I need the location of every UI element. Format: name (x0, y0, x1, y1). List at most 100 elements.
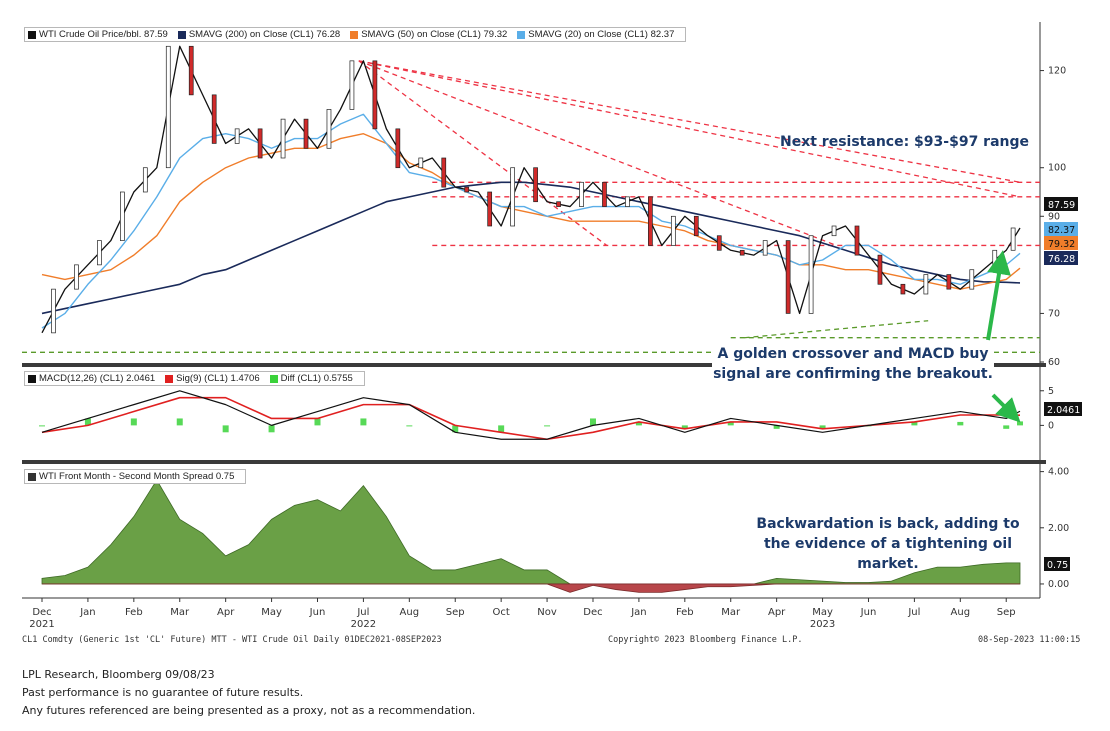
x-tick-label: Apr (217, 607, 235, 618)
price-candle (326, 109, 332, 149)
price-legend: WTI Crude Oil Price/bbl. 87.59 SMAVG (20… (24, 27, 687, 42)
spread-panel: 4.00 2.00 0.00 0.75 (41, 467, 1070, 593)
legend-swatch (28, 30, 36, 39)
footer-timestamp: 08-Sep-2023 11:00:15 (978, 635, 1081, 645)
last-value-label: 79.32 (1048, 239, 1075, 250)
crossover-annotation: A golden crossover and MACD buy signal a… (712, 344, 994, 384)
footer-copyright: Copyright© 2023 Bloomberg Finance L.P. (608, 635, 803, 645)
spread-last-tag (1044, 557, 1070, 571)
x-tick-label: Jan (630, 607, 646, 618)
macd-diff-bar (544, 425, 551, 427)
price-tick-label: 120 (1048, 66, 1066, 77)
price-candle (441, 157, 447, 188)
spread-tick-label: 0.00 (1048, 579, 1069, 590)
legend-item-sma20: SMAVG (20) on Close (CL1) 82.37 (517, 29, 674, 40)
legend-item-sma50: SMAVG (50) on Close (CL1) 79.32 (350, 29, 507, 40)
macd-line-signal (41, 396, 1021, 441)
x-tick-label: Dec (583, 607, 602, 618)
legend-swatch (28, 472, 36, 481)
price-candle (946, 274, 952, 290)
legend-swatch (28, 374, 36, 383)
x-tick-label: Nov (537, 607, 557, 618)
x-tick-label: Sep (446, 607, 465, 618)
macd-diff-bar (360, 418, 367, 426)
price-candle (808, 235, 814, 314)
macd-diff-bar (130, 418, 137, 426)
price-candle (923, 274, 929, 295)
price-candle (602, 181, 607, 207)
chart-frame (22, 22, 1046, 599)
macd-last-tag (1044, 402, 1082, 416)
price-candle (349, 60, 355, 110)
x-tick-label: Jul (356, 607, 369, 618)
price-candle (280, 118, 286, 159)
price-tick-label: 70 (1048, 308, 1060, 319)
price-candle (670, 215, 676, 246)
x-tick-label: Oct (493, 607, 510, 618)
price-candle (418, 157, 424, 169)
trend-line (358, 60, 837, 247)
price-candle (234, 128, 240, 144)
price-tick-label: 100 (1048, 163, 1066, 174)
legend-label: SMAVG (200) on Close (CL1) 76.28 (188, 29, 341, 40)
legend-item-signal: Sig(9) (CL1) 1.4706 (165, 373, 260, 384)
panel-separator (22, 460, 1046, 464)
x-year-label: 2023 (810, 619, 835, 630)
price-candle (165, 45, 171, 169)
price-panel: 120 100 90 70 60 87.59 82.37 79.32 76.28 (22, 45, 1078, 368)
trend-line (358, 60, 1021, 198)
macd-diff-bar (84, 418, 91, 426)
macd-tick-label: 0 (1048, 420, 1054, 431)
legend-label: MACD(12,26) (CL1) 2.0461 (39, 373, 156, 384)
macd-diff-bar (957, 421, 964, 426)
x-tick-label: Dec (32, 607, 51, 618)
price-tick-label: 60 (1048, 357, 1060, 368)
source-line: LPL Research, Bloomberg 09/08/23 (22, 668, 215, 681)
legend-item-price: WTI Crude Oil Price/bbl. 87.59 (28, 29, 168, 40)
price-candle (74, 264, 79, 290)
macd-diff-bar (819, 425, 826, 429)
macd-diff-bar (635, 421, 642, 426)
spread-last-label: 0.75 (1047, 560, 1068, 571)
macd-diff-bar (452, 425, 459, 433)
legend-label: WTI Front Month - Second Month Spread 0.… (39, 471, 235, 482)
x-tick-label: Jan (79, 607, 95, 618)
macd-diff-bar (222, 425, 229, 433)
x-tick-label: Apr (768, 607, 786, 618)
last-value-tag (1044, 251, 1078, 265)
price-candle (142, 167, 148, 193)
legend-label: WTI Crude Oil Price/bbl. 87.59 (39, 29, 168, 40)
series-line-close (41, 45, 1021, 334)
price-candle (992, 249, 998, 271)
price-candle (1010, 227, 1016, 251)
price-candle (188, 45, 194, 96)
x-tick-label: Mar (721, 607, 741, 618)
legend-item-spread: WTI Front Month - Second Month Spread 0.… (28, 471, 234, 482)
price-candle (693, 215, 699, 237)
price-candle (51, 288, 56, 334)
x-tick-label: Jun (860, 607, 877, 618)
x-tick-label: May (812, 607, 833, 618)
x-tick-label: Jul (907, 607, 920, 618)
x-tick-label: Feb (125, 607, 143, 618)
last-value-label: 87.59 (1048, 200, 1075, 211)
proxy-disclaimer-line: Any futures referenced are being present… (22, 704, 476, 717)
price-candle (900, 283, 906, 295)
spread-tick-label: 4.00 (1048, 467, 1069, 478)
price-candle (854, 225, 860, 256)
macd-arrow (991, 393, 1021, 423)
macd-last-label: 2.0461 (1047, 405, 1080, 416)
macd-diff-bar (176, 418, 183, 426)
legend-swatch (517, 30, 526, 39)
price-candle (739, 249, 745, 256)
price-candle (579, 181, 584, 207)
macd-diff-bar (589, 418, 596, 426)
last-value-label: 76.28 (1048, 254, 1075, 265)
spread-tick-label: 2.00 (1048, 523, 1069, 534)
price-candle (464, 186, 470, 193)
macd-diff-bar (773, 425, 780, 429)
resistance-annotation: Next resistance: $93-$97 range (780, 134, 1030, 150)
series-line-sma50 (41, 133, 1021, 290)
x-tick-label: Aug (400, 607, 420, 618)
price-candle (395, 128, 401, 169)
